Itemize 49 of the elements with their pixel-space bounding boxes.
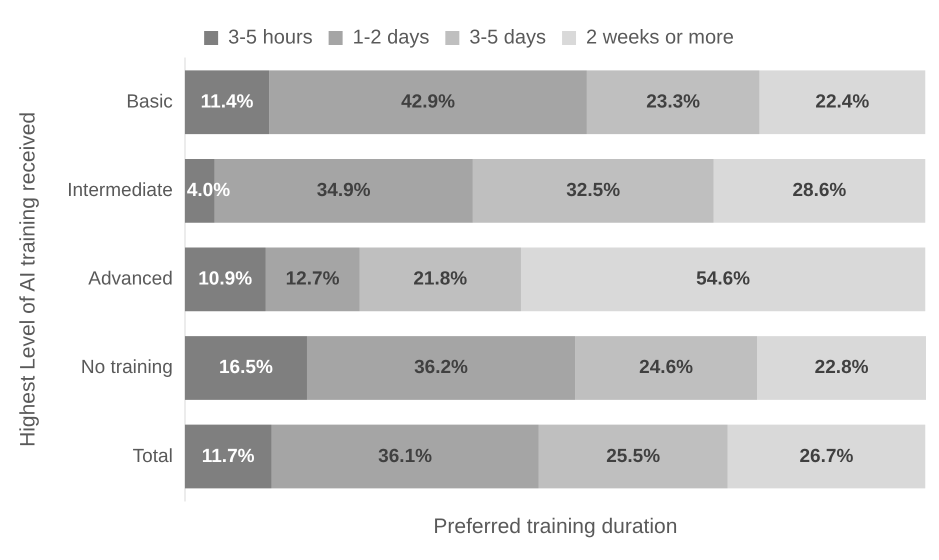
bar (184, 336, 307, 400)
data-label: 34.9% (316, 180, 371, 202)
data-label: 12.7% (286, 268, 340, 290)
legend-label: 3-5 days (469, 26, 546, 49)
bar (360, 248, 521, 312)
y-tick-label: Intermediate (67, 180, 173, 202)
data-label: 16.5% (218, 357, 273, 378)
bar (757, 336, 926, 400)
bar (184, 70, 270, 134)
y-tick-label: Total (132, 446, 173, 467)
y-axis-title: Highest Level of AI training received (16, 112, 40, 447)
data-label: 22.4% (815, 92, 870, 113)
bar (271, 424, 539, 488)
y-tick-label: Basic (126, 92, 173, 113)
data-label: 28.6% (792, 180, 846, 202)
bar (728, 424, 926, 488)
x-axis-title: Preferred training duration (433, 515, 678, 538)
bar (520, 248, 926, 312)
data-label: 24.6% (639, 357, 694, 378)
bar (306, 336, 576, 400)
data-label: 11.4% (200, 92, 254, 113)
bar (713, 158, 926, 223)
data-label: 26.7% (799, 446, 854, 467)
data-label: 42.9% (401, 92, 456, 113)
data-label: 36.2% (414, 357, 468, 378)
data-label: 32.5% (566, 180, 620, 202)
data-label: 25.5% (606, 446, 660, 467)
bar (266, 248, 360, 312)
bar (538, 424, 728, 488)
y-tick-label: Advanced (88, 268, 173, 290)
legend-label: 1-2 days (352, 26, 430, 49)
legend-label: 2 weeks or more (586, 26, 734, 49)
data-label: 22.8% (814, 357, 869, 378)
bar (269, 70, 587, 134)
data-label: 54.6% (696, 268, 750, 290)
legend-label: 3-5 hours (228, 26, 313, 49)
bar (184, 424, 272, 488)
bar (184, 248, 266, 312)
data-label: 11.7% (202, 446, 255, 467)
bar (472, 158, 714, 223)
data-label: 36.1% (378, 446, 432, 467)
data-label: 21.8% (413, 268, 468, 290)
bar (575, 336, 758, 400)
y-tick-label: No training (80, 357, 173, 378)
data-label: 23.3% (646, 92, 700, 113)
bar (586, 70, 760, 134)
bar (759, 70, 926, 134)
data-label: 4.0% (186, 180, 230, 202)
data-label: 10.9% (198, 268, 252, 290)
